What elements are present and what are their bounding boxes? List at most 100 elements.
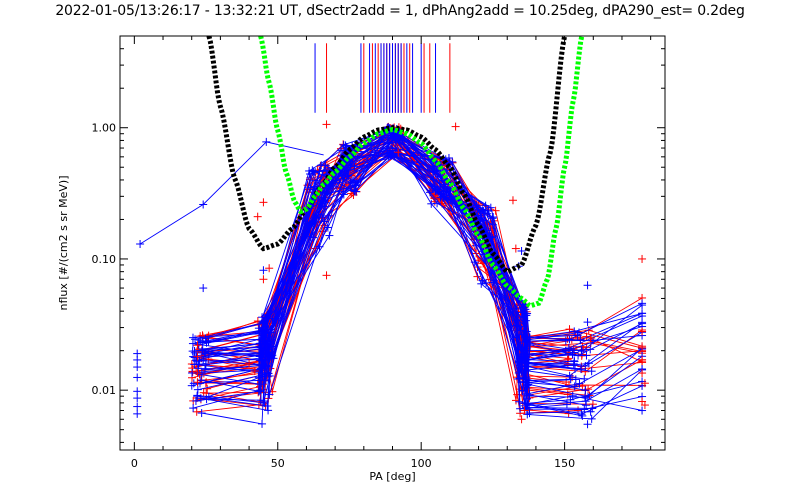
red-point-26 [250, 366, 259, 375]
blue-trace-32-point-11 [638, 309, 647, 318]
blue-trace-39-point-3 [306, 183, 315, 192]
blue-trace-33-point-0 [194, 368, 203, 377]
red-trace-27-point-0 [203, 384, 212, 393]
y-tick-label-1: 0.10 [92, 253, 117, 266]
blue-trace-43-point-2 [263, 314, 272, 323]
red-point-22 [193, 352, 202, 361]
axes-layer: 0 50 100 150 0.01 0.10 1.00 PA [deg] nflux [#/(c… [57, 35, 666, 483]
blue-trace-6-point-10 [565, 371, 574, 380]
blue-trace-41-point-10 [570, 356, 579, 365]
blue-trace-8-point-0 [198, 344, 207, 353]
blue-trace-43-point-7 [471, 241, 480, 250]
red-point-14 [638, 327, 647, 336]
blue-trace-23-point-10 [587, 367, 596, 376]
blue-trace-37-point-7 [489, 213, 498, 222]
blue-trace-43-point-9 [517, 357, 526, 366]
blue-trace-37-point-3 [305, 166, 314, 175]
blue-trace-40-point-1 [255, 339, 264, 348]
blue-trace-43-point-4 [339, 170, 348, 179]
blue-trace-41-point-4 [343, 172, 352, 181]
blue-trace-39-point-5 [392, 133, 401, 142]
x-axis-title: PA [deg] [369, 470, 415, 483]
blue-trace-38-point-3 [321, 161, 330, 170]
blue-point-17 [583, 420, 592, 429]
blue-trace-42-point-6 [436, 193, 445, 202]
blue-trace-40-point-10 [582, 351, 591, 360]
blue-trace-21-point-10 [587, 414, 596, 423]
blue-trace-24-point-0 [197, 409, 206, 418]
blue-point-4 [133, 373, 142, 382]
blue-trace-35-point-6 [427, 199, 436, 208]
blue-trace-40-point-2 [258, 372, 267, 381]
green-fit-curve [258, 35, 585, 309]
red-point-21 [193, 341, 202, 350]
blue-trace-12-point-0 [188, 339, 197, 348]
red-trace-20-point-0 [192, 407, 201, 416]
blue-trace-34-point-10 [582, 401, 591, 410]
blue-trace-35-point-9 [524, 380, 533, 389]
blue-trace-29-point-10 [584, 359, 593, 368]
blue-trace-35-point-10 [583, 392, 592, 401]
blue-trace-43-point-8 [514, 322, 523, 331]
blue-trace-37-point-1 [256, 396, 265, 405]
vertical-marker-layer [314, 43, 451, 113]
blue-point-3 [133, 363, 142, 372]
blue-trace-32 [202, 132, 643, 399]
blue-point-5 [133, 387, 142, 396]
blue-trace-37-point-10 [568, 350, 577, 359]
blue-trace-41-point-6 [440, 187, 449, 196]
blue-trace-42-point-2 [258, 318, 267, 327]
blue-trace-4-point-10 [570, 382, 579, 391]
blue-trace-15-point-7 [477, 279, 486, 288]
blue-trace-37-point-0 [202, 395, 211, 404]
blue-trace-29-point-9 [522, 366, 531, 375]
blue-trace-22-point-10 [586, 407, 595, 416]
red-point-25 [245, 359, 254, 368]
blue-outlier-trace [139, 141, 324, 245]
red-point-20 [640, 401, 649, 410]
blue-trace-37-point-4 [337, 146, 346, 155]
red-point-1 [253, 212, 262, 221]
black-fit-curve [206, 35, 568, 275]
blue-trace-42-point-9 [516, 404, 525, 413]
red-point-2 [259, 275, 268, 284]
red-point-7 [451, 122, 460, 131]
blue-trace-33-point-10 [578, 411, 587, 420]
red-point-6 [394, 148, 403, 157]
blue-trace-43-point-1 [259, 355, 268, 364]
blue-trace-33 [198, 129, 583, 417]
red-point-12 [586, 333, 595, 342]
blue-trace-2 [192, 149, 643, 415]
blue-point-15 [583, 281, 592, 290]
chart-title: 2022-01-05/13:26:17 - 13:32:21 UT, dSect… [55, 3, 745, 19]
blue-trace-22-point-3 [325, 231, 334, 240]
red-trace-2-point-10 [588, 400, 597, 409]
blue-trace-39-point-0 [190, 346, 199, 355]
blue-point-6 [133, 394, 142, 403]
red-point-15 [638, 343, 647, 352]
blue-point-14 [517, 246, 526, 255]
blue-trace-41-point-5 [384, 152, 393, 161]
blue-point-12 [259, 266, 268, 275]
blue-trace-2-point-0 [189, 404, 198, 413]
blue-trace-43-point-10 [571, 364, 580, 373]
blue-trace-33-point-7 [486, 232, 495, 241]
blue-trace-1-point-7 [481, 201, 490, 210]
point-layer [133, 120, 649, 429]
blue-trace-14-point-10 [581, 386, 590, 395]
blue-trace-42-point-10 [562, 400, 571, 409]
blue-point-19 [199, 355, 208, 364]
fit-curve-layer [206, 35, 585, 309]
red-point-10 [520, 406, 529, 415]
blue-point-8 [133, 409, 142, 418]
blue-trace-41-point-8 [520, 338, 529, 347]
blue-trace-36-point-1 [263, 325, 272, 334]
blue-trace-38-point-4 [346, 179, 355, 188]
blue-trace-40-point-7 [489, 278, 498, 287]
blue-trace-28-point-10 [580, 374, 589, 383]
blue-trace-10-point-10 [575, 379, 584, 388]
blue-trace-2-point-9 [515, 397, 524, 406]
blue-trace-42-point-1 [256, 351, 265, 360]
blue-trace-27-point-0 [191, 335, 200, 344]
